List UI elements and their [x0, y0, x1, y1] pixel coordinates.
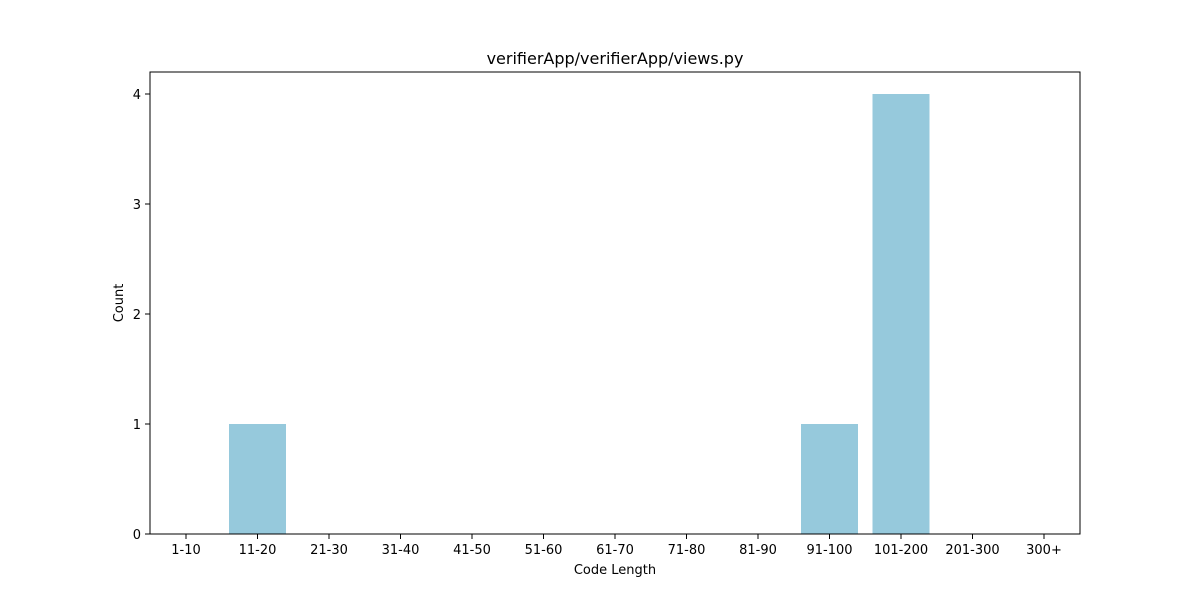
chart-title: verifierApp/verifierApp/views.py	[487, 49, 744, 68]
bar-91-100	[801, 424, 858, 534]
x-tick-label: 21-30	[310, 543, 348, 558]
bars-group	[229, 94, 930, 534]
x-tick-label: 91-100	[806, 543, 852, 558]
x-tick-label: 31-40	[382, 543, 420, 558]
x-tick-label: 71-80	[668, 543, 706, 558]
x-tick-label: 201-300	[945, 543, 999, 558]
y-tick-label: 1	[133, 418, 141, 433]
x-axis-label: Code Length	[574, 563, 656, 578]
x-tick-label: 61-70	[596, 543, 634, 558]
x-tick-label: 11-20	[239, 543, 277, 558]
x-tick-label: 101-200	[874, 543, 928, 558]
bar-101-200	[872, 94, 930, 534]
x-tick-label: 1-10	[171, 543, 201, 558]
y-tick-label: 4	[133, 88, 141, 103]
y-tick-label: 3	[133, 198, 141, 213]
x-tick-label: 81-90	[739, 543, 777, 558]
bar-11-20	[229, 424, 286, 534]
y-tick-label: 0	[133, 528, 141, 543]
x-tick-label: 41-50	[453, 543, 491, 558]
y-tick-label: 2	[133, 308, 141, 323]
x-tick-label: 51-60	[525, 543, 563, 558]
x-tick-label: 300+	[1026, 543, 1062, 558]
y-axis-label: Count	[112, 284, 127, 323]
y-axis: 0 1 2 3 4	[133, 88, 150, 543]
x-axis: 1-10 11-20 21-30 31-40 41-50 51-60 61-70 71-80 8…	[171, 534, 1062, 558]
